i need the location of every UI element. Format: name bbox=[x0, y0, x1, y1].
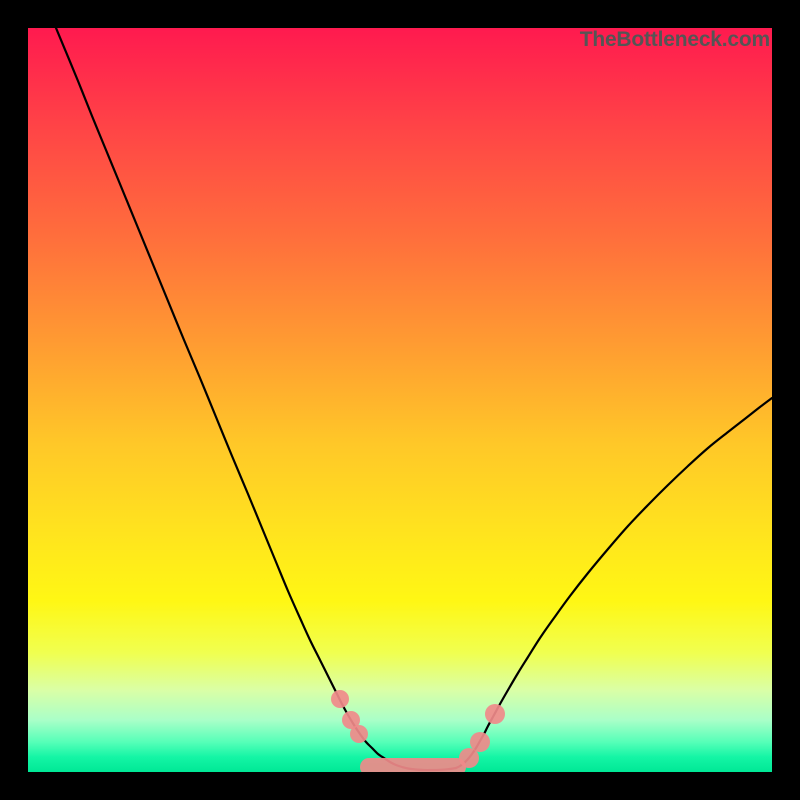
curves-layer bbox=[28, 28, 772, 772]
marker-circle-2 bbox=[350, 725, 368, 743]
marker-circle-5 bbox=[485, 704, 505, 724]
watermark-text: TheBottleneck.com bbox=[580, 28, 770, 52]
marker-bar bbox=[360, 758, 466, 772]
bottom-markers bbox=[331, 690, 505, 772]
marker-circle-0 bbox=[331, 690, 349, 708]
plot-area bbox=[28, 28, 772, 772]
curve-left bbox=[56, 28, 456, 770]
marker-circle-4 bbox=[470, 732, 490, 752]
